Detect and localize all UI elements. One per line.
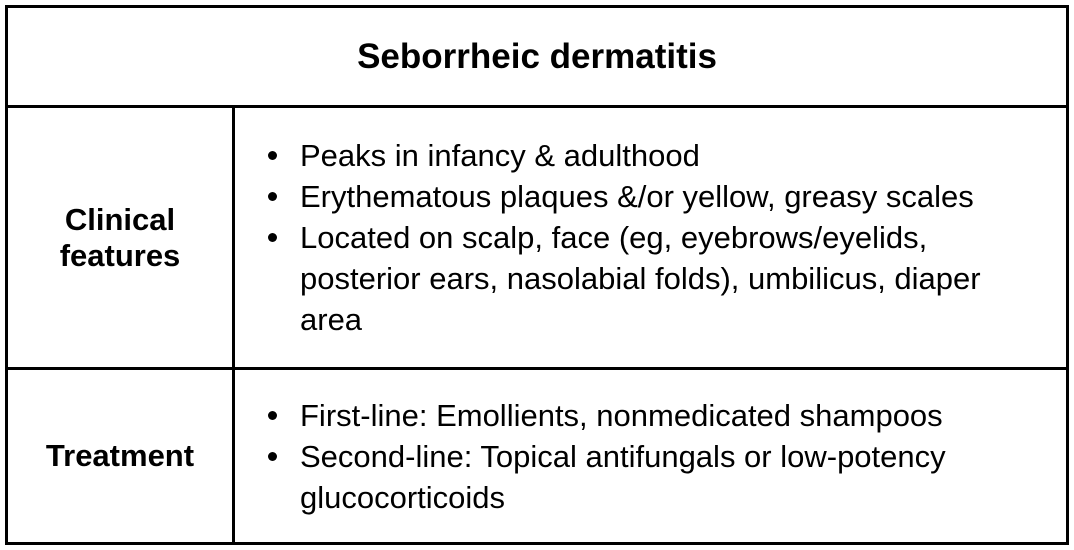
- list-item: Peaks in infancy & adulthood: [261, 135, 1020, 176]
- list-item: Erythematous plaques &/or yellow, greasy…: [261, 176, 1020, 217]
- list-item: Second-line: Topical antifungals or low-…: [261, 436, 1060, 518]
- row-clinical-features: Clinical features Peaks in infancy & adu…: [8, 108, 1066, 370]
- clinical-features-list: Peaks in infancy & adulthood Erythematou…: [261, 135, 1020, 340]
- row-content-cell: First-line: Emollients, nonmedicated sha…: [235, 370, 1066, 542]
- row-label-cell: Clinical features: [8, 108, 235, 367]
- table-header: Seborrheic dermatitis: [8, 8, 1066, 108]
- list-item: Located on scalp, face (eg, eyebrows/eye…: [261, 217, 1020, 340]
- treatment-list: First-line: Emollients, nonmedicated sha…: [261, 395, 1060, 518]
- row-label-clinical-features: Clinical features: [59, 201, 181, 273]
- row-label-treatment: Treatment: [45, 438, 195, 473]
- row-content-cell: Peaks in infancy & adulthood Erythematou…: [235, 108, 1066, 367]
- list-item: First-line: Emollients, nonmedicated sha…: [261, 395, 1060, 436]
- seborrheic-dermatitis-table: Seborrheic dermatitis Clinical features …: [5, 5, 1069, 545]
- row-treatment: Treatment First-line: Emollients, nonmed…: [8, 370, 1066, 542]
- table-title: Seborrheic dermatitis: [357, 36, 717, 76]
- row-label-cell: Treatment: [8, 370, 235, 542]
